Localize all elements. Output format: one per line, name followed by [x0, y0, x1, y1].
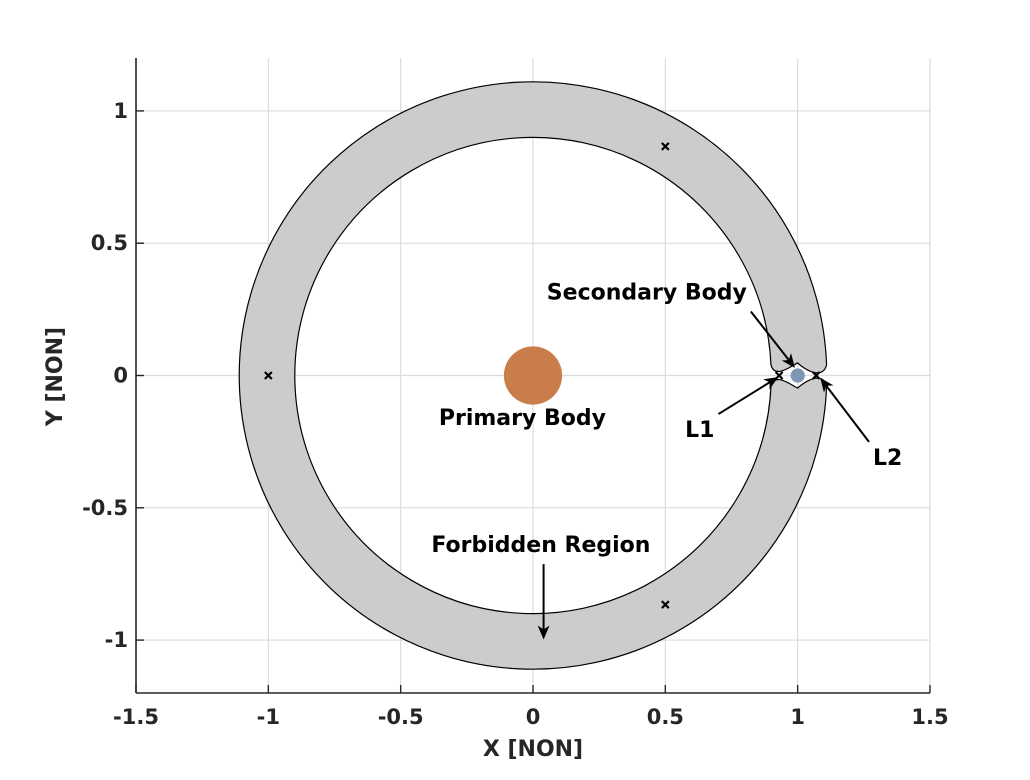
- annotation-label: Secondary Body: [547, 280, 747, 305]
- lagrange-point-marker: [661, 600, 670, 609]
- annotation-label: L2: [873, 446, 902, 471]
- lagrange-point-marker: [661, 142, 670, 151]
- x-tick-labels: -1.5 -1 -0.5 0 0.5 1 1.5: [113, 705, 949, 729]
- forbidden-region: [238, 81, 828, 670]
- x-tick-label: -1: [257, 705, 280, 729]
- x-axis-label: X [NON]: [483, 737, 583, 762]
- annotation-arrow: [750, 310, 795, 368]
- annotations-layer: Secondary Body Primary Body L1 L2 Forbidden …: [431, 280, 902, 640]
- annotation-arrow: [820, 377, 870, 443]
- primary-body: [503, 346, 563, 405]
- axes: [135, 58, 931, 694]
- annotation-label: L1: [685, 418, 714, 443]
- x-tick-label: 1.5: [911, 705, 948, 729]
- lagrange-point-marker: [811, 371, 821, 380]
- annotation-label: Primary Body: [439, 406, 606, 431]
- x-tick-label: -1.5: [113, 705, 159, 729]
- y-tick-label: -0.5: [82, 496, 128, 520]
- annotation-label: Forbidden Region: [431, 533, 650, 558]
- lagrange-point-marker: [264, 371, 273, 380]
- x-tick-label: 0.5: [647, 705, 684, 729]
- x-tick-label: 0: [526, 705, 541, 729]
- y-axis-label: Y [NON]: [43, 327, 68, 427]
- y-tick-label: 0.5: [91, 231, 128, 255]
- y-tick-label: 0: [113, 364, 128, 388]
- y-tick-label: -1: [105, 628, 128, 652]
- bodies-layer: [503, 346, 805, 405]
- x-tick-label: -0.5: [378, 705, 424, 729]
- annotation-arrow: [717, 377, 779, 415]
- secondary-body: [790, 368, 805, 383]
- forbidden-region-layer: [238, 81, 828, 670]
- y-tick-labels: -1 -0.5 0 0.5 1: [82, 99, 128, 652]
- x-tick-label: 1: [790, 705, 805, 729]
- y-tick-label: 1: [113, 99, 128, 123]
